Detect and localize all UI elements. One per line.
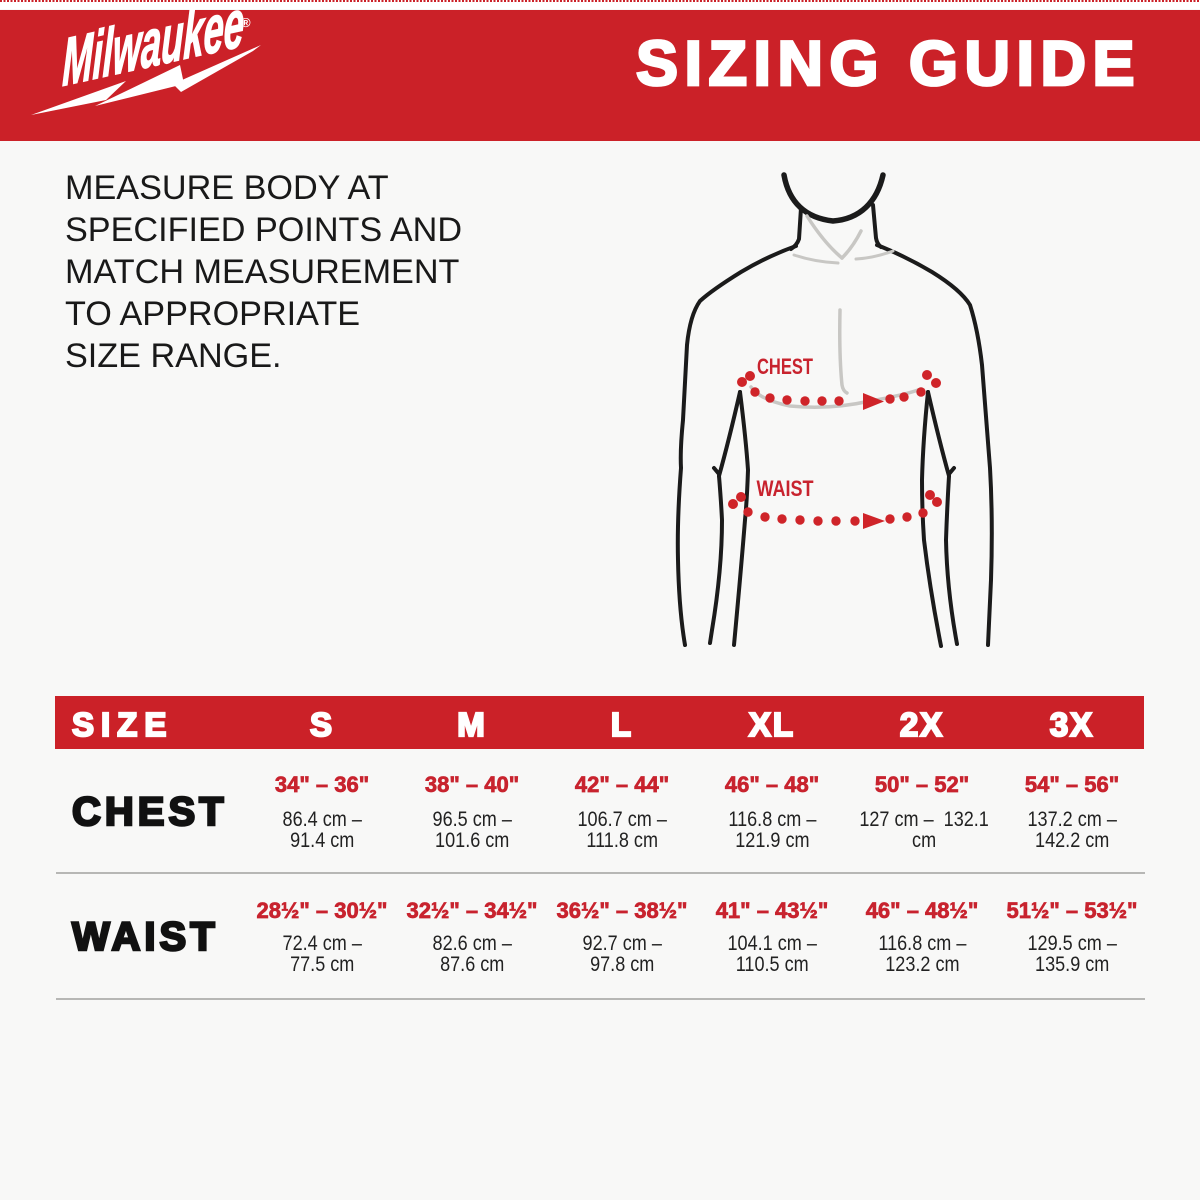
- svg-text:CHEST: CHEST: [757, 354, 813, 379]
- svg-text:®: ®: [241, 15, 251, 30]
- svg-text:WAIST: WAIST: [757, 476, 814, 501]
